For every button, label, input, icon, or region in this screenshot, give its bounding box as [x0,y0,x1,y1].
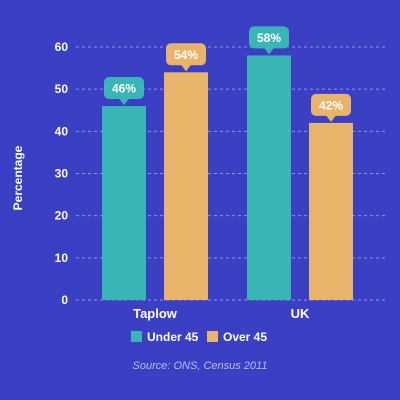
axes: 0 10 20 30 40 50 60 Taplow UK [55,40,310,321]
value-label-bubble [166,43,206,66]
value-label-pointer [181,64,191,72]
y-tick-label: 40 [55,124,69,138]
x-tick-label: Taplow [133,306,178,321]
x-tick-label: UK [291,306,310,321]
bar [247,55,291,300]
value-labels: 46% 54% 58% 42% [104,26,351,122]
bar [164,72,208,300]
bar [102,106,146,301]
value-label-bubble [311,93,351,116]
y-axis-label: Percentage [11,145,25,210]
legend-swatch [207,331,218,342]
value-label: 46% [112,82,136,96]
value-label: 58% [257,31,281,45]
value-label-bubble [104,77,144,100]
legend-label: Under 45 [147,330,199,344]
bar [309,122,353,301]
bars [102,55,353,301]
source-note: Source: ONS, Census 2011 [132,360,268,372]
value-label: 42% [319,98,343,112]
value-label-pointer [264,47,274,55]
legend-label: Over 45 [223,330,267,344]
value-label-bubble [249,26,289,49]
value-label-pointer [119,98,129,106]
y-tick-label: 10 [55,251,69,265]
y-tick-label: 60 [55,40,69,54]
y-tick-label: 20 [55,209,69,223]
legend-swatch [131,331,142,342]
legend: Under 45 Over 45 [131,330,267,344]
y-tick-label: 0 [61,293,68,307]
value-label-pointer [326,115,336,122]
value-label: 54% [174,48,198,62]
y-tick-label: 30 [55,167,69,181]
y-tick-label: 50 [55,82,69,96]
